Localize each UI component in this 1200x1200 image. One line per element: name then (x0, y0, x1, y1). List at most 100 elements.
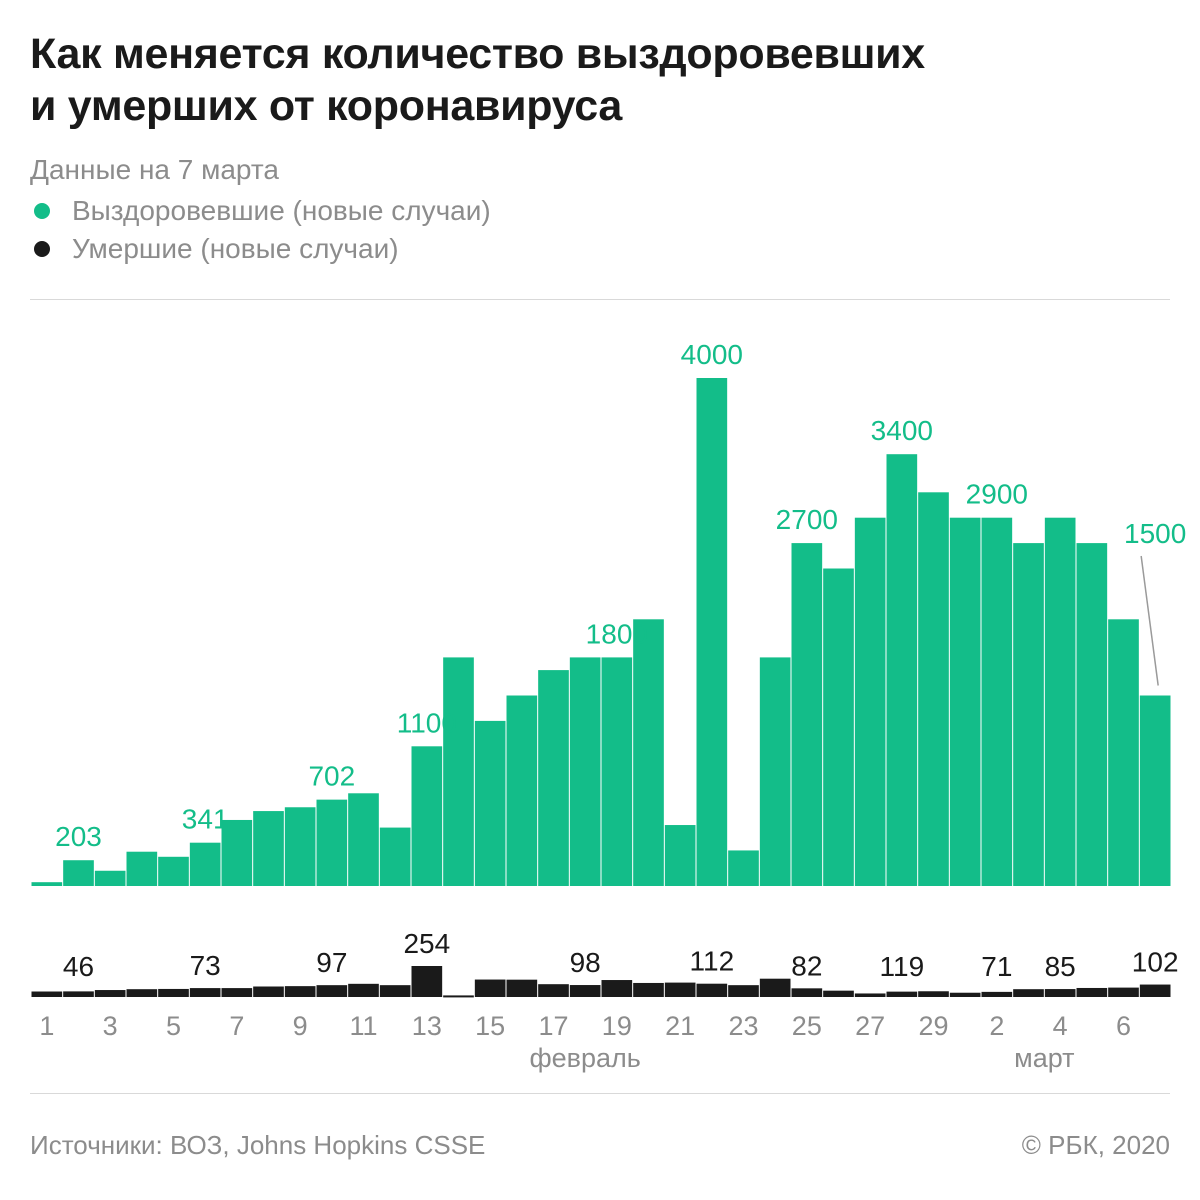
deaths-bar (949, 992, 981, 997)
recovered-bar (31, 882, 63, 886)
recovered-value-label: 2700 (776, 504, 838, 535)
recovered-value-label: 1100 (397, 707, 457, 738)
recovered-bar (474, 720, 506, 886)
x-tick-label: 17 (538, 1011, 568, 1041)
recovered-bar (1044, 517, 1076, 886)
recovered-bar (1139, 695, 1171, 886)
deaths-bar (94, 990, 126, 997)
copyright: © РБК, 2020 (1021, 1130, 1170, 1160)
x-tick-label: 2 (989, 1011, 1004, 1041)
deaths-bar (189, 988, 221, 997)
legend-dot-recovered (34, 203, 50, 219)
recovered-bar (316, 799, 348, 886)
recovered-bar (126, 851, 158, 886)
x-tick-label: 23 (728, 1011, 758, 1041)
recovered-bar (1108, 619, 1139, 886)
x-tick-label: 4 (1053, 1011, 1068, 1041)
recovered-bar (696, 378, 728, 886)
deaths-bar (791, 988, 823, 997)
bottom-divider (30, 1093, 1170, 1094)
legend-item-recovered: Выздоровевшие (новые случаи) (30, 192, 491, 230)
deaths-value-label: 82 (791, 950, 822, 981)
x-tick-label: 11 (349, 1011, 377, 1041)
recovered-bar (411, 746, 443, 886)
deaths-bar (506, 979, 538, 997)
deaths-bar (1044, 989, 1076, 997)
deaths-bar (1076, 987, 1108, 997)
x-tick-label: 5 (166, 1011, 181, 1041)
deaths-value-label: 73 (190, 950, 221, 981)
deaths-bar (411, 966, 443, 997)
x-tick-label: 7 (229, 1011, 244, 1041)
recovered-bar (949, 517, 981, 886)
x-tick-label: 21 (665, 1011, 695, 1041)
recovered-bar (158, 856, 189, 886)
deaths-bar (1108, 987, 1139, 997)
x-tick-label: 19 (602, 1011, 632, 1041)
x-tick-label: 9 (293, 1011, 308, 1041)
deaths-bar (918, 991, 949, 997)
deaths-bar (696, 983, 728, 997)
deaths-bar (728, 985, 759, 997)
deaths-bar (759, 978, 791, 997)
x-tick-label: 29 (918, 1011, 948, 1041)
deaths-value-label: 102 (1132, 947, 1179, 978)
recovered-bar (854, 517, 886, 886)
deaths-value-label: 112 (690, 946, 735, 977)
x-tick-label: 25 (792, 1011, 822, 1041)
month-label: февраль (529, 1043, 640, 1073)
deaths-bar (474, 979, 506, 997)
recovered-bar (886, 454, 918, 886)
deaths-bar (221, 988, 253, 997)
legend-dot-deaths (34, 241, 50, 257)
recovered-bar (379, 827, 411, 886)
recovered-bar (633, 619, 664, 886)
deaths-bar (633, 982, 664, 997)
recovered-value-label: 1800 (586, 618, 648, 649)
deaths-bar (379, 985, 411, 997)
chart-subtitle: Данные на 7 марта (30, 154, 279, 185)
title-line-2: и умерших от коронавируса (30, 82, 622, 130)
deaths-bar (664, 982, 696, 997)
deaths-bar (443, 995, 474, 998)
recovered-value-label: 702 (308, 761, 355, 792)
deaths-bar (126, 989, 158, 997)
deaths-bar (348, 983, 379, 997)
recovered-bar (253, 811, 284, 886)
deaths-bar (569, 985, 601, 997)
legend-label-deaths: Умершие (новые случаи) (72, 233, 399, 264)
deaths-bar (316, 985, 348, 997)
x-tick-label: 13 (412, 1011, 442, 1041)
deaths-value-label: 254 (403, 928, 450, 959)
x-tick-label: 3 (103, 1011, 118, 1041)
recovered-bar (728, 850, 759, 886)
recovered-bar (63, 860, 94, 886)
recovered-bar (189, 842, 221, 886)
deaths-bar (981, 991, 1013, 997)
deaths-bar (854, 993, 886, 997)
recovered-bar (791, 543, 823, 886)
recovered-value-label: 2900 (966, 479, 1028, 510)
deaths-bar (823, 990, 854, 997)
recovered-value-label: 4000 (681, 339, 743, 370)
deaths-value-label: 98 (570, 947, 601, 978)
deaths-bar (601, 980, 633, 997)
recovered-bar (601, 657, 633, 886)
recovered-value-label: 341 (182, 804, 229, 835)
deaths-bar (886, 991, 918, 997)
deaths-value-label: 119 (880, 951, 925, 982)
deaths-value-label: 97 (316, 947, 347, 978)
x-tick-label: 27 (855, 1011, 885, 1041)
recovered-value-label: 1500 (1124, 518, 1186, 549)
recovered-bar (284, 807, 316, 886)
legend: Выздоровевшие (новые случаи) Умершие (но… (30, 192, 491, 268)
title-line-1: Как меняется количество выздоровевших (30, 30, 925, 78)
recovered-bar (443, 657, 474, 886)
recovered-label-leader (1140, 555, 1159, 686)
recovered-bar (1013, 543, 1044, 886)
recovered-bar (664, 825, 696, 886)
recovered-bar (823, 568, 854, 886)
recovered-bar (759, 657, 791, 886)
deaths-value-label: 46 (63, 951, 94, 982)
